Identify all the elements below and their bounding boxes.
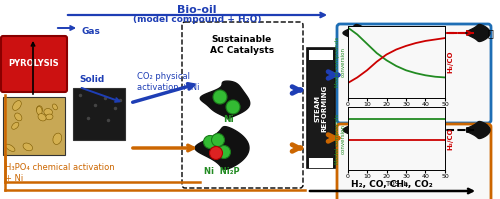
Circle shape	[204, 136, 216, 148]
Circle shape	[212, 134, 224, 146]
Ellipse shape	[36, 106, 43, 113]
Ellipse shape	[12, 122, 19, 129]
Ellipse shape	[6, 144, 15, 151]
Y-axis label: Model compounds
conversion: Model compounds conversion	[336, 114, 346, 164]
FancyBboxPatch shape	[3, 97, 65, 155]
FancyBboxPatch shape	[337, 24, 491, 123]
Polygon shape	[343, 24, 367, 41]
Ellipse shape	[46, 114, 53, 120]
Text: (model compound + H₂O): (model compound + H₂O)	[133, 15, 261, 23]
Ellipse shape	[14, 113, 22, 121]
Text: H₂, CO, CH₄, CO₂: H₂, CO, CH₄, CO₂	[351, 180, 433, 189]
Text: H₃PO₄ chemical activation
+ Ni: H₃PO₄ chemical activation + Ni	[5, 163, 114, 183]
Text: 🖐: 🖐	[487, 28, 493, 38]
Text: H₂/CO: H₂/CO	[447, 128, 453, 150]
X-axis label: TOS, h: TOS, h	[385, 108, 408, 114]
Ellipse shape	[52, 104, 58, 110]
Text: Bio-oil: Bio-oil	[177, 5, 217, 15]
Polygon shape	[343, 122, 367, 139]
Ellipse shape	[53, 133, 62, 144]
Text: Ni  Ni₂P: Ni Ni₂P	[204, 168, 240, 177]
Text: Sustainable
AC Catalysts: Sustainable AC Catalysts	[210, 35, 274, 55]
Circle shape	[210, 146, 222, 160]
Polygon shape	[195, 127, 249, 169]
Circle shape	[213, 90, 227, 104]
Circle shape	[226, 100, 240, 114]
Text: PYROLYSIS: PYROLYSIS	[8, 60, 60, 68]
FancyBboxPatch shape	[307, 48, 335, 168]
FancyBboxPatch shape	[309, 50, 333, 60]
FancyBboxPatch shape	[73, 88, 125, 140]
Y-axis label: Model compounds
conversion: Model compounds conversion	[336, 37, 346, 87]
Polygon shape	[466, 24, 490, 41]
Polygon shape	[466, 122, 490, 139]
Ellipse shape	[36, 106, 42, 115]
Text: H₂/CO: H₂/CO	[447, 50, 453, 73]
Text: Solid: Solid	[79, 75, 104, 85]
Ellipse shape	[44, 109, 52, 116]
Text: Ni: Ni	[222, 115, 234, 125]
Ellipse shape	[38, 114, 46, 121]
Text: Gas: Gas	[81, 26, 100, 35]
Text: CO₂ physical
activation + Ni: CO₂ physical activation + Ni	[137, 72, 200, 92]
FancyBboxPatch shape	[309, 158, 333, 168]
FancyBboxPatch shape	[182, 22, 303, 188]
Ellipse shape	[23, 143, 32, 151]
Polygon shape	[200, 81, 250, 119]
X-axis label: TOS, h: TOS, h	[385, 181, 408, 187]
Ellipse shape	[12, 101, 22, 110]
Text: STEAM
REFORMING: STEAM REFORMING	[314, 84, 328, 132]
FancyBboxPatch shape	[1, 36, 67, 92]
Circle shape	[218, 145, 230, 158]
FancyBboxPatch shape	[337, 124, 491, 199]
